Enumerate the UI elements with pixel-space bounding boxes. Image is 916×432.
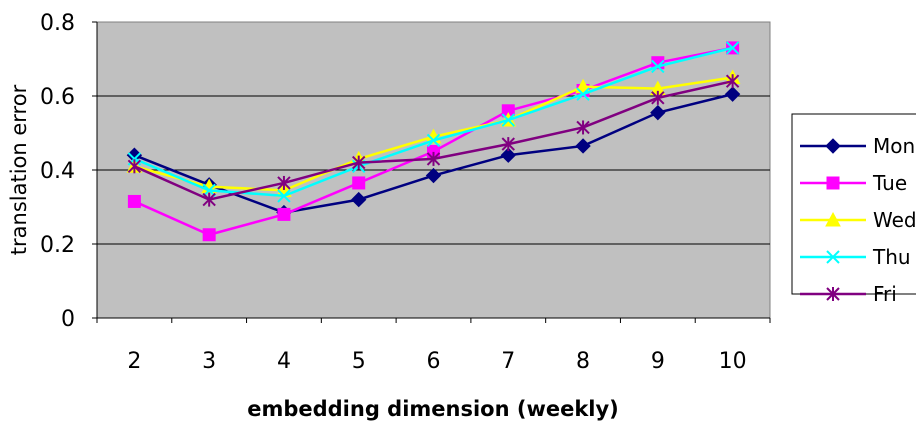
legend-item-thu: Thu	[800, 245, 911, 269]
legend-item-tue: Tue	[800, 171, 907, 195]
tick-labels: 0 0.2 0.4 0.6 0.8 2 3 4 5 6 7 8 9 10	[40, 11, 747, 374]
data-point	[826, 287, 840, 301]
axes	[92, 21, 771, 323]
legend-box	[791, 113, 916, 295]
data-point	[277, 189, 291, 203]
legend-label: Mon	[873, 134, 915, 158]
x-tick-label: 2	[127, 349, 141, 374]
x-axis-title: embedding dimension (weekly)	[247, 397, 619, 421]
y-axis-title: translation error	[7, 84, 31, 255]
data-point	[825, 211, 841, 227]
y-tick-label: 0.2	[40, 233, 75, 258]
data-point	[724, 86, 741, 102]
legend-item-wed: Wed	[800, 208, 916, 232]
legend: Mon Tue Wed Thu Fri	[791, 113, 916, 306]
legend-label: Wed	[873, 208, 916, 232]
data-point	[127, 194, 141, 208]
data-point	[277, 175, 291, 190]
data-point	[202, 192, 216, 207]
y-tick-label: 0	[61, 307, 75, 332]
data-point	[202, 228, 216, 242]
data-point	[501, 137, 515, 152]
data-point	[425, 167, 442, 184]
legend-label: Tue	[872, 171, 907, 195]
legend-item-fri: Fri	[800, 282, 897, 306]
data-point	[351, 191, 367, 208]
data-point	[575, 138, 591, 154]
x-tick-label: 9	[651, 349, 665, 374]
data-point	[826, 176, 840, 190]
series-fri	[127, 74, 740, 207]
y-tick-label: 0.6	[40, 85, 75, 110]
data-point	[352, 155, 366, 170]
data-point	[127, 159, 142, 174]
x-tick-label: 6	[427, 349, 441, 374]
x-tick-label: 10	[719, 349, 747, 374]
data-point	[651, 59, 665, 74]
data-point	[426, 133, 441, 148]
data-point	[426, 151, 441, 166]
data-point	[826, 250, 840, 264]
data-point	[725, 41, 740, 55]
x-tick-label: 8	[576, 349, 590, 374]
data-point	[576, 87, 590, 101]
data-point	[650, 104, 666, 121]
data-point	[500, 147, 516, 163]
y-tick-label: 0.4	[40, 159, 75, 184]
data-point	[576, 120, 590, 135]
x-tick-label: 7	[501, 349, 515, 374]
series-lines	[126, 41, 741, 242]
legend-label: Thu	[872, 245, 911, 269]
legend-label: Fri	[873, 282, 897, 306]
legend-item-mon: Mon	[800, 134, 915, 158]
data-point	[725, 74, 740, 89]
data-point	[825, 138, 841, 154]
y-tick-label: 0.8	[40, 11, 75, 36]
data-point	[277, 207, 291, 221]
x-tick-label: 4	[277, 349, 291, 374]
data-point	[352, 176, 366, 190]
x-tick-label: 5	[352, 349, 366, 374]
x-tick-label: 3	[202, 349, 216, 374]
data-point	[651, 90, 665, 105]
data-point	[501, 113, 515, 127]
